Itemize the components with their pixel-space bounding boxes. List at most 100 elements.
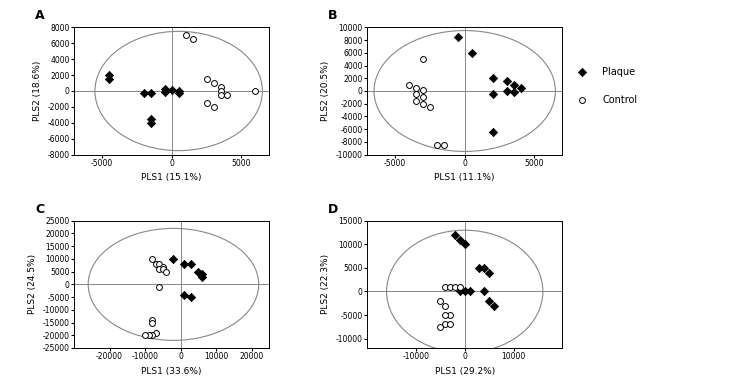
Point xyxy=(145,116,157,122)
Point xyxy=(157,266,169,272)
Point xyxy=(196,274,208,280)
Point xyxy=(161,269,172,275)
Point xyxy=(153,261,165,267)
Point xyxy=(159,86,171,93)
Point xyxy=(159,89,171,95)
Point xyxy=(185,261,197,267)
Point xyxy=(417,94,428,100)
Point xyxy=(103,72,115,78)
Point xyxy=(483,298,495,304)
Point xyxy=(201,100,212,106)
Point xyxy=(178,291,190,298)
Y-axis label: PLS2 (20.5%): PLS2 (20.5%) xyxy=(321,61,330,121)
Y-axis label: PLS2 (22.3%): PLS2 (22.3%) xyxy=(321,254,330,314)
Point xyxy=(215,84,226,90)
Point xyxy=(215,92,226,98)
Point xyxy=(201,76,212,82)
Point xyxy=(514,85,526,91)
Point xyxy=(434,298,446,304)
Y-axis label: PLS2 (18.6%): PLS2 (18.6%) xyxy=(33,61,42,121)
Point xyxy=(440,321,451,328)
Point xyxy=(449,283,461,290)
Point xyxy=(147,256,158,262)
Point xyxy=(424,104,436,110)
Point xyxy=(440,283,451,290)
Point xyxy=(417,86,428,93)
Point xyxy=(488,303,500,309)
Point xyxy=(221,92,233,98)
Point xyxy=(478,265,490,271)
Point xyxy=(440,303,451,309)
Point xyxy=(444,312,456,318)
Point xyxy=(172,90,184,96)
Point xyxy=(196,271,208,277)
Point xyxy=(249,88,261,94)
Point xyxy=(410,97,422,104)
Point xyxy=(508,81,519,88)
X-axis label: PLS1 (15.1%): PLS1 (15.1%) xyxy=(141,173,202,182)
Point xyxy=(410,85,422,91)
Text: A: A xyxy=(35,9,44,22)
Point xyxy=(454,283,465,290)
Point xyxy=(478,288,490,294)
Point xyxy=(474,265,485,271)
Point xyxy=(192,269,204,275)
Point xyxy=(508,89,519,95)
Point xyxy=(465,50,477,56)
Point xyxy=(434,324,446,330)
Point xyxy=(487,91,499,97)
Point xyxy=(410,91,422,97)
Point xyxy=(444,283,456,290)
Point xyxy=(147,332,158,338)
Point xyxy=(487,129,499,135)
Point xyxy=(145,120,157,126)
Point xyxy=(186,36,198,43)
Y-axis label: PLS2 (24.5%): PLS2 (24.5%) xyxy=(28,254,37,314)
Point xyxy=(487,75,499,81)
Point xyxy=(454,288,465,294)
Point xyxy=(143,332,155,338)
Point xyxy=(459,288,471,294)
Point xyxy=(166,87,178,93)
Point xyxy=(454,237,465,243)
Point xyxy=(103,76,115,82)
Point xyxy=(157,264,169,270)
Point xyxy=(501,78,513,84)
Point xyxy=(138,90,149,96)
Point xyxy=(576,97,588,104)
Text: D: D xyxy=(328,203,338,216)
Point xyxy=(153,266,165,272)
Point xyxy=(464,288,476,294)
X-axis label: PLS1 (29.2%): PLS1 (29.2%) xyxy=(434,367,495,376)
Point xyxy=(167,256,179,262)
Point xyxy=(180,32,192,38)
Point xyxy=(417,56,428,62)
Point xyxy=(178,261,190,267)
Point xyxy=(403,81,415,88)
Text: Control: Control xyxy=(602,95,637,106)
Point xyxy=(153,284,165,290)
Point xyxy=(449,232,461,238)
Point xyxy=(438,142,450,148)
Text: B: B xyxy=(328,9,337,22)
X-axis label: PLS1 (33.6%): PLS1 (33.6%) xyxy=(141,367,202,376)
Point xyxy=(483,269,495,276)
Point xyxy=(208,80,220,86)
X-axis label: PLS1 (11.1%): PLS1 (11.1%) xyxy=(434,173,495,182)
Point xyxy=(208,104,220,110)
Point xyxy=(147,319,158,326)
Point xyxy=(452,34,464,40)
Point xyxy=(147,317,158,323)
Point xyxy=(444,321,456,328)
Point xyxy=(215,88,226,94)
Point xyxy=(501,88,513,94)
Point xyxy=(149,261,161,267)
Point xyxy=(185,294,197,300)
Text: C: C xyxy=(35,203,44,216)
Point xyxy=(440,312,451,318)
Point xyxy=(431,142,443,148)
Point xyxy=(576,69,588,75)
Point xyxy=(145,90,157,97)
Point xyxy=(149,330,161,336)
Point xyxy=(417,100,428,107)
